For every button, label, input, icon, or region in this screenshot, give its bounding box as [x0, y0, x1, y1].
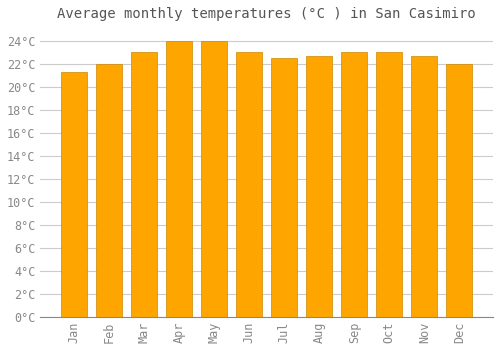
Bar	[271, 58, 297, 317]
Bar	[411, 56, 438, 317]
Bar	[376, 52, 402, 317]
Title: Average monthly temperatures (°C ) in San Casimiro: Average monthly temperatures (°C ) in Sa…	[58, 7, 476, 21]
Bar	[341, 52, 367, 317]
Bar	[446, 64, 472, 317]
Bar	[166, 41, 192, 317]
Bar	[61, 72, 87, 317]
Bar	[236, 52, 262, 317]
Bar	[201, 41, 228, 317]
Bar	[306, 56, 332, 317]
Bar	[131, 52, 157, 317]
Bar	[96, 64, 122, 317]
